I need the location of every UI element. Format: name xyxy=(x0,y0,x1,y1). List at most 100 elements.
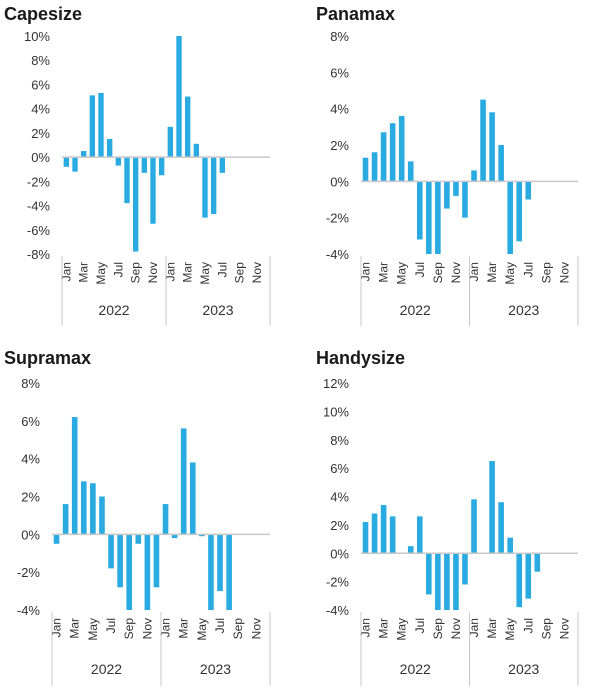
bar xyxy=(407,546,414,554)
y-tick-label: -4% xyxy=(326,247,350,262)
bar xyxy=(444,181,450,209)
bar xyxy=(489,112,495,182)
x-tick-label: Mar xyxy=(377,618,391,639)
bar xyxy=(471,499,477,554)
y-tick-label: 2% xyxy=(31,126,50,141)
bar xyxy=(162,504,169,535)
bar xyxy=(219,157,226,173)
x-tick-label: May xyxy=(198,262,212,285)
y-tick-label: 0% xyxy=(330,174,349,189)
x-tick-label: Nov xyxy=(449,262,463,283)
bar xyxy=(115,157,122,166)
bar xyxy=(124,157,130,204)
y-tick-label: -4% xyxy=(17,603,41,618)
y-tick-label: 0% xyxy=(31,150,50,165)
bar xyxy=(153,534,160,588)
x-tick-label: Sep xyxy=(431,618,445,640)
bar xyxy=(507,181,513,254)
bar xyxy=(426,553,432,595)
y-tick-label: 6% xyxy=(330,65,349,80)
y-tick-label: -8% xyxy=(27,247,51,262)
y-tick-label: 4% xyxy=(21,452,40,467)
bar xyxy=(462,553,468,585)
chart-svg: 8% 6% 4% 2% 0% -2% -4% Jan Mar May Jul Sep Nov Jan Mar… xyxy=(326,29,579,326)
chart-title: Panamax xyxy=(316,4,396,24)
bar xyxy=(371,152,378,182)
bar xyxy=(176,36,182,158)
bar xyxy=(534,553,541,572)
bar xyxy=(202,157,208,218)
bar xyxy=(489,461,495,554)
group-label: 2023 xyxy=(508,302,539,318)
bar xyxy=(525,553,532,599)
y-tick-label: 4% xyxy=(330,102,349,117)
x-tick-label: Jan xyxy=(359,618,373,637)
x-tick-label: Sep xyxy=(231,618,245,640)
x-tick-label: Jul xyxy=(213,618,227,633)
y-tick-label: 4% xyxy=(31,102,50,117)
y-tick-label: 12% xyxy=(323,376,349,391)
x-tick-label: May xyxy=(195,618,209,641)
bar xyxy=(90,483,96,535)
x-tick-label: Jul xyxy=(111,262,125,277)
y-tick-label: 2% xyxy=(21,490,40,505)
bar xyxy=(435,553,441,610)
bar xyxy=(63,157,70,167)
bar xyxy=(435,181,441,254)
bar xyxy=(126,534,133,610)
group-label: 2023 xyxy=(202,302,233,318)
y-tick-label: 10% xyxy=(24,29,50,44)
x-tick-label: Mar xyxy=(485,618,499,639)
group-label: 2023 xyxy=(508,661,539,677)
x-tick-label: Jan xyxy=(50,618,64,637)
x-tick-label: Mar xyxy=(377,262,391,283)
chart-title: Capesize xyxy=(4,4,83,24)
bar xyxy=(462,181,468,218)
bar xyxy=(389,516,396,554)
chart-title: Handysize xyxy=(316,348,406,368)
y-tick-label: 10% xyxy=(323,404,349,419)
bar xyxy=(71,417,78,535)
y-tick-label: 8% xyxy=(330,29,349,44)
x-tick-label: Jan xyxy=(163,262,177,281)
bar xyxy=(144,534,151,610)
y-tick-label: -2% xyxy=(326,575,350,590)
bar xyxy=(158,157,165,176)
bar xyxy=(62,504,69,535)
bar xyxy=(507,537,513,554)
y-tick-label: 6% xyxy=(21,414,40,429)
x-tick-label: Mar xyxy=(68,618,82,639)
y-tick-label: -2% xyxy=(17,565,41,580)
bar xyxy=(189,462,196,535)
chart-svg: 8% 6% 4% 2% 0% -2% -4% Jan Mar May Jul Sep Nov Jan Mar… xyxy=(17,376,271,686)
bar xyxy=(362,522,369,554)
bar xyxy=(516,181,523,242)
bar xyxy=(106,138,113,158)
bar xyxy=(380,132,387,182)
bar xyxy=(208,534,214,610)
bar xyxy=(132,157,139,252)
x-tick-label: Jul xyxy=(521,618,535,633)
x-tick-label: Mar xyxy=(177,618,191,639)
bar xyxy=(180,428,187,535)
y-tick-label: -2% xyxy=(326,211,350,226)
bar xyxy=(167,126,174,158)
x-tick-label: Sep xyxy=(539,618,553,640)
chart-panel-panamax: Panamax 8% 6% 4% 2% 0% -2% -4% Jan Mar May Jul Sep N… xyxy=(316,4,598,329)
x-tick-label: Jan xyxy=(159,618,173,637)
chart-svg: 10%8%6%4%2%0%-2%-4%-6%-8%Jan Mar May Jul Sep… xyxy=(24,29,271,326)
x-tick-label: Nov xyxy=(557,262,571,283)
x-tick-label: Jul xyxy=(413,618,427,633)
group-label: 2022 xyxy=(98,302,129,318)
y-tick-label: 8% xyxy=(21,376,40,391)
group-label: 2022 xyxy=(400,661,431,677)
x-tick-label: Jan xyxy=(467,618,481,637)
bar xyxy=(498,502,504,554)
bar xyxy=(117,534,123,588)
x-tick-label: Mar xyxy=(77,262,91,283)
y-tick-label: 0% xyxy=(330,546,349,561)
x-tick-label: Nov xyxy=(140,618,154,639)
y-tick-label: -2% xyxy=(27,174,51,189)
bar xyxy=(362,157,369,182)
x-tick-label: Sep xyxy=(129,262,143,284)
